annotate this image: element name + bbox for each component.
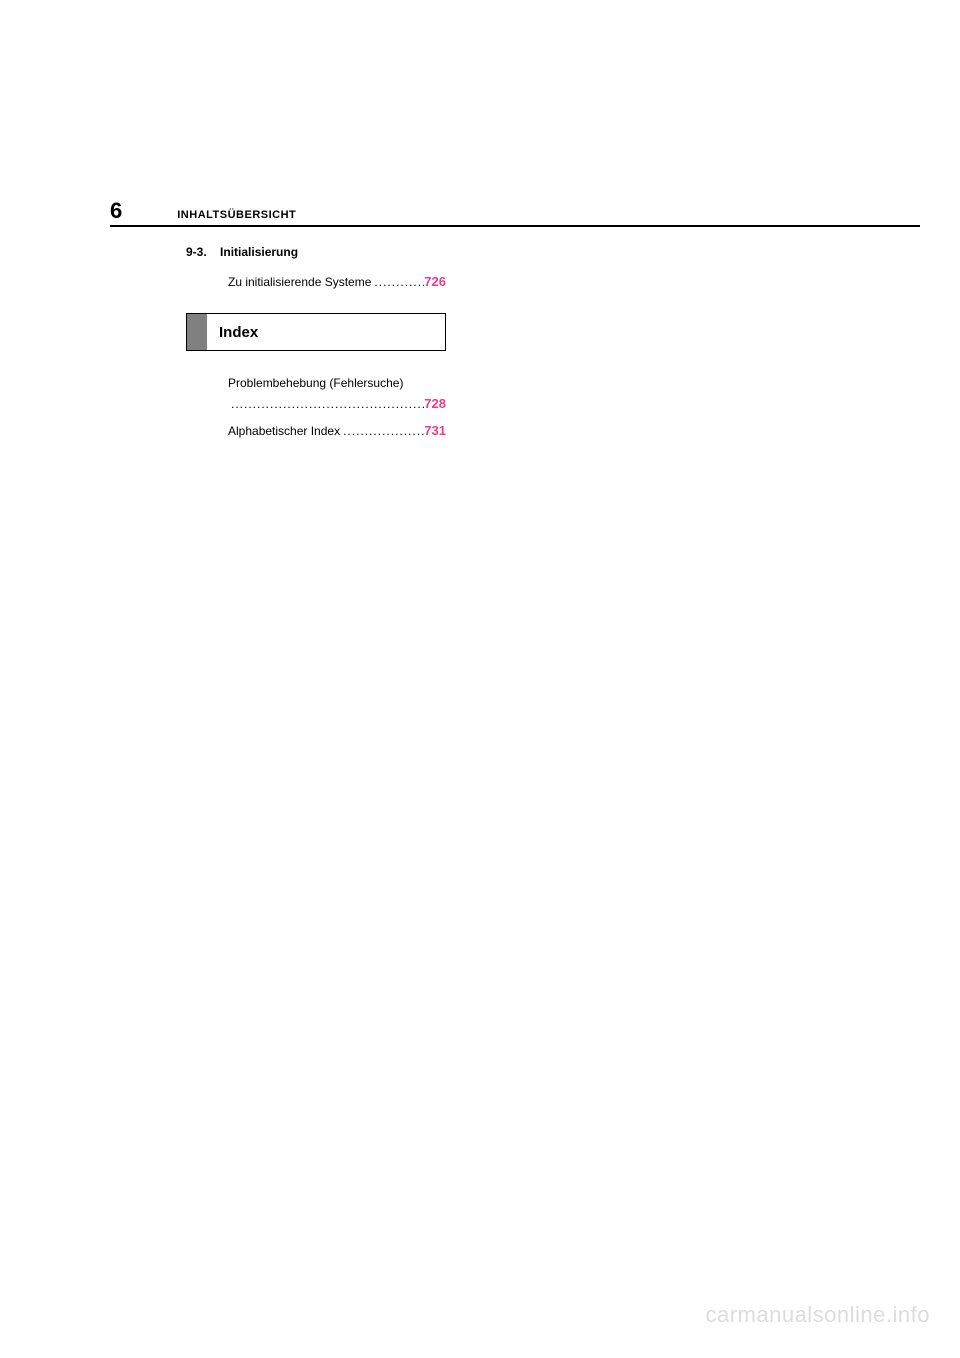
watermark-text: carmanualsonline.info — [705, 1302, 930, 1328]
section-number: 9-3. — [186, 245, 207, 259]
toc-entry: Problembehebung (Fehlersuche) 728 — [228, 373, 446, 415]
toc-label: Problembehebung (Fehlersuche) — [228, 373, 446, 393]
header-rule — [110, 225, 920, 227]
content-column: 9-3. Initialisierung Zu initialisierende… — [186, 245, 446, 446]
header-title: INHALTSÜBERSICHT — [177, 209, 296, 221]
section-title: Initialisierung — [220, 245, 298, 259]
toc-page-link[interactable]: 731 — [424, 420, 446, 442]
toc-page-link[interactable]: 728 — [424, 393, 446, 415]
toc-label: Zu initialisierende Systeme — [228, 272, 371, 292]
toc-leader-dots — [340, 421, 424, 441]
index-section-box: Index — [186, 313, 446, 351]
toc-label: Alphabetischer Index — [228, 421, 340, 441]
page-header: 6 INHALTSÜBERSICHT — [110, 198, 920, 234]
section-heading: 9-3. Initialisierung — [186, 245, 446, 259]
toc-entry: Alphabetischer Index 731 — [228, 420, 446, 442]
toc-leader-dots — [228, 394, 424, 414]
index-box-label: Index — [207, 314, 445, 350]
toc-leader-dots — [371, 272, 424, 292]
toc-entry: Zu initialisierende Systeme 726 — [228, 271, 446, 293]
index-tab-marker — [187, 314, 207, 350]
page-number: 6 — [110, 198, 122, 224]
toc-page-link[interactable]: 726 — [424, 271, 446, 293]
